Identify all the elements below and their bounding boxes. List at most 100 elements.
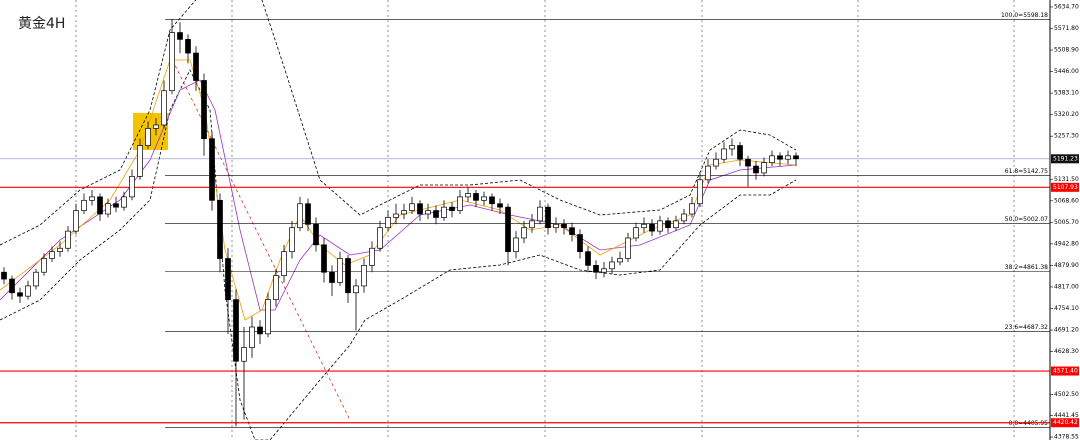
support-tag <box>1051 418 1079 428</box>
y-tick-label: 5257.30 <box>1054 133 1079 140</box>
candle-body <box>617 258 623 263</box>
y-tick-label: 5571.80 <box>1054 25 1079 32</box>
candle-body <box>201 80 207 140</box>
candle-body <box>321 244 327 273</box>
y-tick-label: 4879.90 <box>1054 262 1079 269</box>
support-tag <box>1051 366 1079 376</box>
candle-body <box>329 271 335 283</box>
candle-body <box>409 203 415 211</box>
candle-body <box>65 230 71 249</box>
candle-body <box>465 193 471 198</box>
trend-line <box>169 54 351 421</box>
candle-body <box>545 206 551 229</box>
y-tick-label: 5508.90 <box>1054 47 1079 54</box>
candle-body <box>89 196 95 201</box>
y-tick-label: 4817.00 <box>1054 283 1079 290</box>
candle-body <box>785 155 791 160</box>
candle-body <box>553 223 559 229</box>
candle-body <box>241 347 247 362</box>
candle-body <box>425 210 431 215</box>
candle-body <box>73 210 79 232</box>
candle-body <box>305 203 311 225</box>
candle-body <box>697 179 703 205</box>
y-tick-label: 4942.80 <box>1054 240 1079 247</box>
candle-body <box>745 158 751 167</box>
candle-body <box>105 203 111 215</box>
candle-body <box>281 251 287 276</box>
candle-body <box>153 124 159 129</box>
candle-body <box>217 199 223 259</box>
candle-body <box>209 138 215 201</box>
candle-body <box>393 213 399 218</box>
candle-body <box>457 196 463 211</box>
candle-body <box>129 175 135 198</box>
candle-body <box>721 148 727 160</box>
candle-body <box>633 227 639 239</box>
candle-body <box>225 258 231 300</box>
candle-body <box>97 196 103 215</box>
candle-body <box>593 265 599 273</box>
candle-body <box>249 326 255 348</box>
y-tick-label: 4628.30 <box>1054 348 1079 355</box>
candle-body <box>521 227 527 239</box>
candle-body <box>137 145 143 177</box>
y-tick-label: 5634.70 <box>1054 3 1079 10</box>
y-tick-label: 5068.60 <box>1054 197 1079 204</box>
candle-body <box>385 217 391 229</box>
y-tick-label: 5131.50 <box>1054 176 1079 183</box>
support-tag <box>1051 182 1079 192</box>
candle-body <box>585 251 591 266</box>
candle-body <box>649 223 655 232</box>
y-tick-label: 4754.10 <box>1054 305 1079 312</box>
y-tick-label: 5383.10 <box>1054 90 1079 97</box>
candle-body <box>145 128 151 146</box>
y-tick-label: 4502.50 <box>1054 391 1079 398</box>
support-label: 5107.93 <box>1053 184 1078 191</box>
candle-body <box>577 234 583 253</box>
candle-body <box>777 155 783 160</box>
candle-body <box>601 268 607 273</box>
y-tick-label: 4378.55 <box>1054 434 1079 440</box>
candle-body <box>17 292 23 297</box>
candle-body <box>313 223 319 246</box>
candle-body <box>529 220 535 229</box>
candle-body <box>753 165 759 174</box>
candle-body <box>537 206 543 222</box>
candle-body <box>689 203 695 215</box>
candle-body <box>1 271 7 280</box>
candle-body <box>449 206 455 211</box>
y-tick-label: 4691.20 <box>1054 327 1079 334</box>
candle-body <box>705 165 711 181</box>
candle-body <box>121 196 127 208</box>
candle-body <box>729 145 735 150</box>
candle-body <box>377 227 383 249</box>
candle-body <box>609 261 615 270</box>
candle-body <box>361 265 367 287</box>
candle-body <box>41 258 47 273</box>
levels: 100.0=5598.18 61.8=5142.75 50.0=5002.07 38.… <box>0 12 1050 428</box>
candle-body <box>49 251 55 259</box>
candle-body <box>433 210 439 218</box>
fib-label: 50.0=5002.07 <box>1005 216 1048 223</box>
candle-body <box>681 213 687 222</box>
support-label: 4571.40 <box>1053 368 1078 375</box>
candle-body <box>169 32 175 92</box>
candle-body <box>673 220 679 229</box>
candle-body <box>57 247 63 253</box>
y-tick-label: 5005.70 <box>1054 219 1079 226</box>
fib-label: 0.0=4405.95 <box>1009 420 1049 427</box>
candle-body <box>265 299 271 335</box>
candle-body <box>473 193 479 201</box>
price-axis: 5634.70 5571.80 5508.90 5446.00 5383.10 5320.… <box>1050 3 1079 440</box>
fib-label: 38.2=4861.38 <box>1005 264 1048 271</box>
candle-body <box>337 258 343 283</box>
candle-body <box>665 220 671 229</box>
slow-ma <box>0 79 797 311</box>
candle-body <box>569 227 575 235</box>
candle-body <box>713 158 719 167</box>
y-tick-label: 5320.20 <box>1054 111 1079 118</box>
candle-body <box>9 278 15 294</box>
candle-body <box>81 199 87 211</box>
fib-label: 100.0=5598.18 <box>1001 12 1048 19</box>
